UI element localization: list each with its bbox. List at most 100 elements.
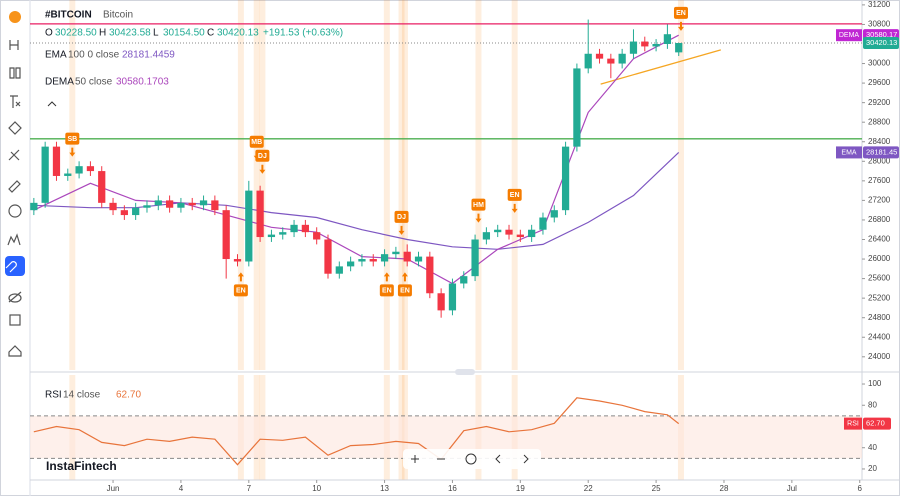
tool-icon[interactable] [8, 204, 22, 218]
event-marker: DJ [255, 149, 270, 174]
tool-icon [5, 261, 17, 273]
candle-body [86, 166, 95, 172]
candle-body [652, 43, 660, 47]
event-marker: DJ [394, 210, 409, 235]
price-tag-name-bg [844, 417, 862, 430]
candle-body [561, 146, 570, 211]
candle-body [245, 190, 253, 262]
candle-body [675, 43, 683, 53]
legend-params: 14 close [63, 390, 101, 401]
candle-body [618, 53, 626, 64]
y-tick-label: 26000 [868, 254, 891, 263]
y-tick-label: 28000 [868, 156, 891, 165]
collapse-button[interactable] [47, 101, 57, 107]
candle-body [482, 232, 491, 240]
y-tick-label: 80 [868, 400, 877, 409]
candle-body [290, 224, 298, 233]
candle-body [369, 259, 377, 262]
event-band [237, 0, 244, 370]
y-tick-label: 24800 [868, 313, 891, 322]
event-arrow [677, 21, 684, 31]
event-badge [507, 188, 522, 201]
candle-body [75, 166, 83, 174]
candle-body [403, 251, 411, 262]
ohlc-value: 30228.50 [55, 28, 97, 39]
coin-icon[interactable] [9, 11, 21, 23]
pane-handle [455, 369, 475, 375]
tool-icon[interactable] [8, 345, 22, 357]
tool-active[interactable] [5, 256, 25, 276]
scroll-left-button[interactable] [495, 454, 501, 464]
event-arrow [259, 164, 266, 174]
candle-body [109, 202, 117, 211]
tool-icon[interactable] [8, 180, 21, 193]
candle-body [233, 259, 242, 262]
zoom-in-button[interactable] [411, 455, 419, 463]
x-tick-label: 19 [516, 484, 525, 493]
y-tick-label: 40 [868, 443, 877, 452]
y-tick-label: 24000 [868, 352, 891, 361]
event-badge [394, 210, 409, 223]
tool-icon[interactable] [9, 314, 21, 326]
event-badge [65, 132, 80, 145]
candle-body [426, 256, 434, 294]
candle-body [528, 229, 536, 238]
ohlc-key: H [99, 28, 106, 39]
event-label: EN [236, 288, 246, 295]
y-tick-label: 29600 [868, 78, 891, 87]
event-marker: EN [397, 272, 412, 297]
y-tick-label: 29200 [868, 98, 891, 107]
candle-body [448, 283, 457, 311]
event-band [677, 0, 684, 370]
y-tick-label: 30000 [868, 59, 891, 68]
tool-icon[interactable] [7, 233, 21, 246]
reset-button[interactable] [465, 453, 477, 465]
x-tick-label: 4 [179, 484, 184, 493]
candle-body [30, 202, 38, 211]
legend-value: 62.70 [116, 390, 141, 401]
price-tag-value: 30580.17 [866, 30, 897, 39]
price-tag-name: RSI [847, 420, 859, 427]
legend-name: DEMA [45, 77, 74, 88]
ohlc-key: L [153, 28, 159, 39]
candle-body [335, 266, 343, 274]
tool-icon[interactable] [9, 67, 21, 79]
tool-icon[interactable] [10, 95, 21, 108]
candle-body [607, 58, 615, 64]
y-tick-label: 25200 [868, 293, 891, 302]
scroll-right-button[interactable] [523, 454, 529, 464]
price-tag-bg [863, 37, 899, 50]
candle-body [98, 171, 106, 203]
event-label: EN [400, 288, 410, 295]
candle-body [199, 200, 208, 206]
y-tick-label: 25600 [868, 274, 891, 283]
event-label: DJ [397, 214, 406, 221]
price-tag-value: 30420.13 [866, 38, 897, 47]
price-tag-value: 28181.45 [866, 147, 897, 156]
candle-body [584, 53, 592, 69]
event-arrow [401, 272, 408, 282]
candle-body [41, 146, 49, 203]
event-label: MB [251, 139, 262, 146]
candle-body [165, 200, 174, 208]
watermark: InstaFintech [46, 459, 117, 473]
y-tick-label: 100 [868, 379, 882, 388]
tool-icon[interactable] [8, 291, 22, 303]
event-arrow [475, 213, 482, 223]
y-tick-label: 30800 [868, 20, 891, 29]
event-arrow [69, 147, 76, 157]
candle-body [392, 251, 400, 255]
event-label: EN [382, 288, 392, 295]
event-band [401, 0, 408, 370]
x-tick-label: 16 [448, 484, 457, 493]
tool-icon[interactable] [9, 40, 19, 50]
event-label: EN [676, 10, 686, 17]
price-tag-name-bg [836, 29, 862, 42]
x-tick-label: Jul [787, 484, 797, 493]
ohlc-value: 30420.13 [217, 28, 259, 39]
tool-icon[interactable] [8, 121, 22, 135]
candle-body [494, 229, 502, 233]
tool-icon[interactable] [8, 149, 20, 161]
event-band [511, 0, 518, 370]
